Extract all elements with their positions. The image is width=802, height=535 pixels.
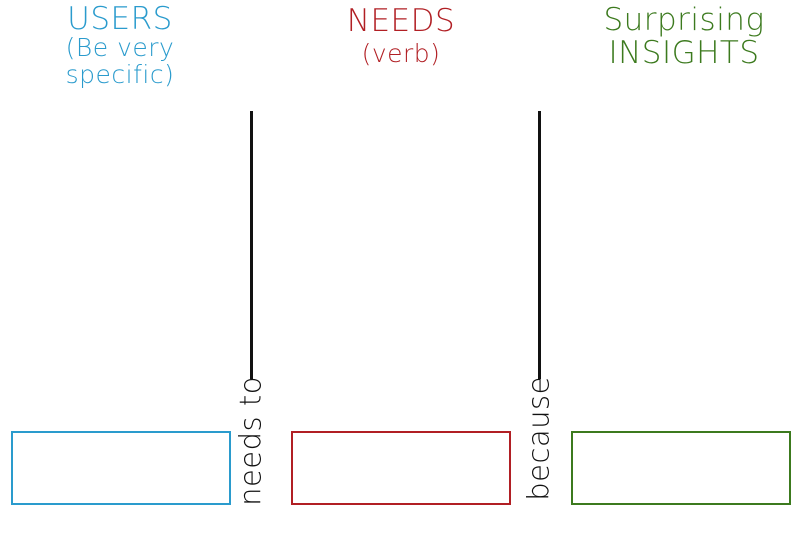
needs-title: NEEDS <box>346 3 456 39</box>
insights-title: Surprising INSIGHTS <box>603 2 765 71</box>
needs-subtitle: (verb) <box>361 39 441 68</box>
connector-line-2 <box>538 111 541 379</box>
users-subtitle: (Be very specific) <box>65 33 175 89</box>
needs-to-connector: needs to <box>231 376 271 526</box>
connector-line-1 <box>250 111 253 379</box>
needs-to-label: needs to <box>233 376 268 506</box>
users-heading: USERS (Be very specific) <box>15 4 225 88</box>
insights-heading: Surprising INSIGHTS <box>568 4 800 69</box>
needs-heading: NEEDS (verb) <box>295 6 507 68</box>
because-label: because <box>521 376 556 501</box>
because-connector: because <box>519 376 559 526</box>
insights-box <box>571 431 791 505</box>
needs-box <box>291 431 511 505</box>
users-box <box>11 431 231 505</box>
users-title: USERS <box>67 1 173 37</box>
